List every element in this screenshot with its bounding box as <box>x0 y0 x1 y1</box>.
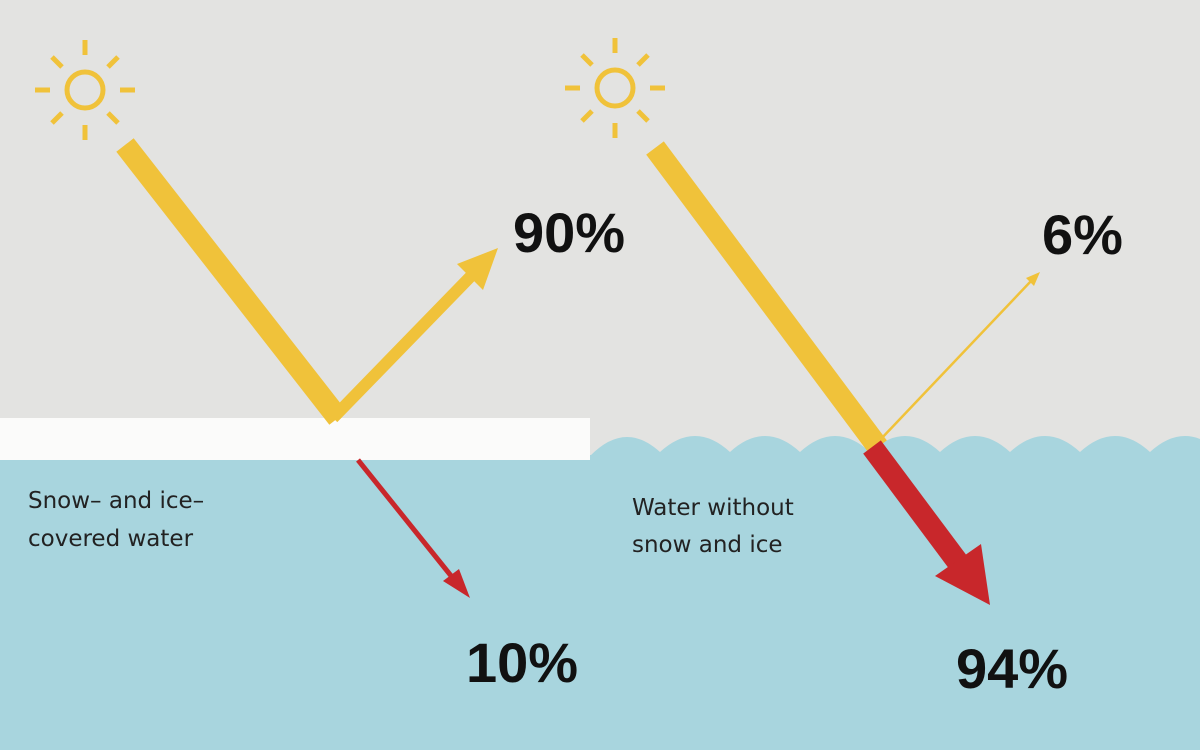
panel-label: Water without <box>632 495 794 521</box>
absorbed-percent: 10% <box>466 631 578 694</box>
ice-slab <box>0 418 590 460</box>
absorbed-arrowhead-left <box>443 569 470 598</box>
absorbed-percent: 94% <box>956 637 1068 700</box>
reflected-ray-right <box>879 279 1033 441</box>
sun-left <box>35 40 135 140</box>
reflected-arrowhead-right <box>1026 272 1040 286</box>
absorbed-arrowhead-right <box>935 544 990 605</box>
incoming-ray-right <box>646 141 887 454</box>
reflected-ray-left <box>328 270 477 423</box>
reflected-percent: 6% <box>1042 203 1123 266</box>
reflected-percent: 90% <box>513 201 625 264</box>
waves <box>590 436 1200 470</box>
incoming-ray-left <box>116 138 347 425</box>
panel-label: covered water <box>28 526 194 552</box>
absorbed-ray-right <box>863 440 969 572</box>
sun-right <box>565 38 665 138</box>
reflected-arrowhead-left <box>457 248 498 290</box>
panel-label: Snow– and ice– <box>28 488 204 514</box>
panel-label: snow and ice <box>632 532 783 558</box>
absorbed-ray-left <box>356 458 454 579</box>
water <box>0 455 1200 750</box>
